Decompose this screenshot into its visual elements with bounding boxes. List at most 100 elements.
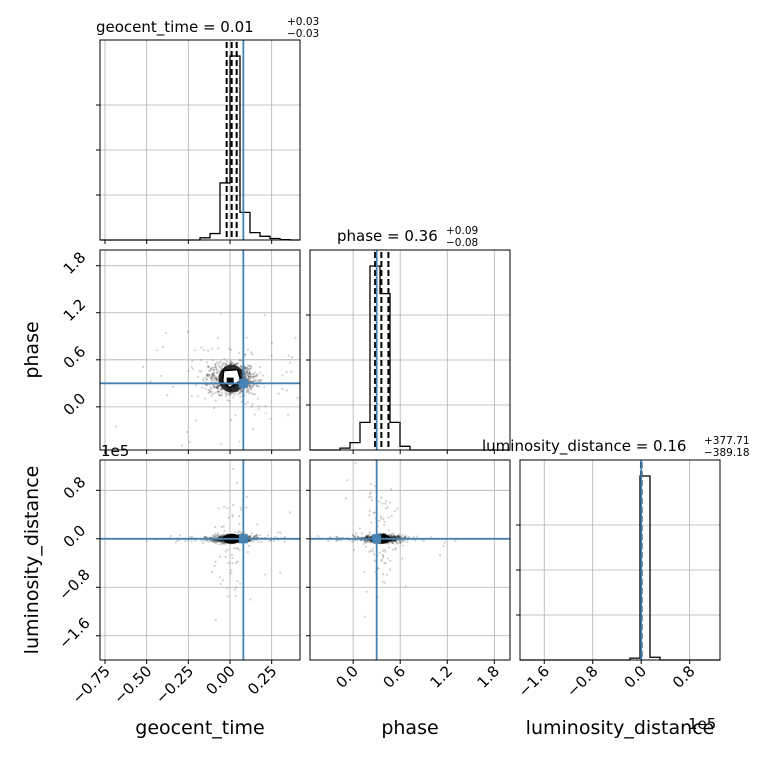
- sample-point: [212, 368, 215, 371]
- sample-point: [246, 368, 249, 371]
- sample-point: [214, 365, 217, 368]
- sample-point: [231, 504, 235, 507]
- sample-point: [216, 539, 219, 542]
- sample-point: [236, 547, 240, 550]
- sample-point: [384, 502, 387, 505]
- sample-point: [191, 359, 194, 362]
- sample-point: [367, 496, 371, 499]
- sample-point: [230, 569, 233, 572]
- sample-point: [215, 386, 218, 390]
- sample-point: [204, 397, 207, 400]
- sample-point: [238, 549, 241, 552]
- sample-point: [393, 536, 397, 539]
- sample-point: [391, 541, 394, 545]
- sample-point: [213, 376, 217, 380]
- ytick-label-luminosity_distance-0: −1.6: [55, 614, 93, 652]
- sample-point: [252, 383, 256, 387]
- sample-point: [219, 360, 222, 363]
- sample-point: [263, 314, 266, 317]
- sample-point: [327, 539, 330, 543]
- sample-point: [248, 371, 251, 375]
- sample-point: [398, 533, 401, 536]
- xtick-label-geocent_time-2: −0.25: [152, 662, 197, 707]
- sample-point: [221, 542, 224, 545]
- sample-point: [223, 357, 226, 361]
- sample-point: [353, 536, 356, 539]
- xlabel-geocent-time: geocent_time: [135, 717, 264, 739]
- xtick-label-phase-2: 1.2: [426, 662, 456, 692]
- sample-point: [202, 349, 206, 352]
- sample-point: [366, 534, 370, 537]
- sample-point: [383, 581, 386, 584]
- sample-point: [219, 536, 222, 539]
- panel-frame: [99, 459, 301, 661]
- sample-point: [281, 387, 284, 390]
- sample-point: [381, 549, 384, 552]
- sample-point: [246, 390, 249, 393]
- sample-point: [216, 539, 219, 542]
- xlabel-phase: phase: [381, 717, 438, 739]
- sample-point: [217, 539, 220, 542]
- sample-point: [178, 534, 182, 537]
- panel-luminosity_distance-vs-geocent_time: −1.6 −0.8 0.0 0.8 −0.75−0.50−0.25 0.00 0.25: [55, 459, 301, 707]
- sample-point: [208, 369, 211, 372]
- sample-point: [210, 539, 214, 542]
- sample-point: [263, 386, 266, 389]
- sample-point: [390, 539, 393, 542]
- sample-point: [218, 394, 221, 397]
- sample-point: [203, 535, 206, 539]
- sample-point: [213, 540, 216, 543]
- sample-point: [412, 535, 416, 539]
- xtick-label-phase-1: 0.6: [379, 662, 409, 692]
- sample-point: [247, 364, 250, 367]
- sample-point: [206, 364, 210, 368]
- sample-point: [224, 555, 227, 558]
- sample-point: [217, 393, 220, 396]
- sample-point: [201, 541, 205, 545]
- sample-point: [246, 348, 250, 351]
- ytick-label-phase-3: 1.8: [60, 248, 90, 278]
- panel-frame: [99, 39, 301, 241]
- sample-point: [187, 369, 190, 373]
- sample-point: [254, 378, 257, 381]
- sample-point: [380, 559, 383, 562]
- sample-point: [266, 534, 270, 537]
- sample-point: [397, 535, 400, 538]
- sample-point: [370, 540, 373, 543]
- sample-point: [239, 392, 242, 395]
- sample-point: [205, 378, 208, 381]
- sample-point: [244, 354, 247, 357]
- sample-point: [392, 534, 395, 537]
- xtick-label-luminosity_distance-3: 0.8: [669, 662, 699, 692]
- sample-point: [218, 555, 222, 558]
- sample-point: [247, 383, 250, 386]
- sample-point: [238, 515, 241, 518]
- sample-point: [219, 540, 222, 543]
- sample-point: [245, 389, 249, 392]
- sample-point: [205, 384, 208, 387]
- sample-point: [393, 539, 396, 542]
- sample-point: [369, 549, 372, 552]
- sample-point: [378, 500, 381, 503]
- sample-point: [389, 534, 393, 537]
- sample-point: [257, 385, 260, 388]
- sample-point: [217, 384, 221, 387]
- sample-point: [248, 386, 251, 389]
- sample-point: [391, 539, 394, 542]
- sample-point: [220, 525, 224, 529]
- sample-point: [294, 336, 297, 339]
- sample-point: [389, 540, 393, 543]
- sample-point: [251, 384, 254, 387]
- sample-point: [161, 346, 165, 349]
- sample-point: [381, 553, 384, 556]
- sample-point: [211, 373, 214, 376]
- sample-point: [368, 535, 371, 538]
- sample-point: [365, 539, 368, 542]
- sample-point: [196, 375, 199, 378]
- sample-point: [210, 571, 214, 574]
- sample-point: [393, 535, 396, 539]
- sample-point: [218, 539, 221, 542]
- sample-point: [227, 561, 230, 564]
- sample-point: [246, 370, 249, 373]
- sample-point: [207, 392, 210, 395]
